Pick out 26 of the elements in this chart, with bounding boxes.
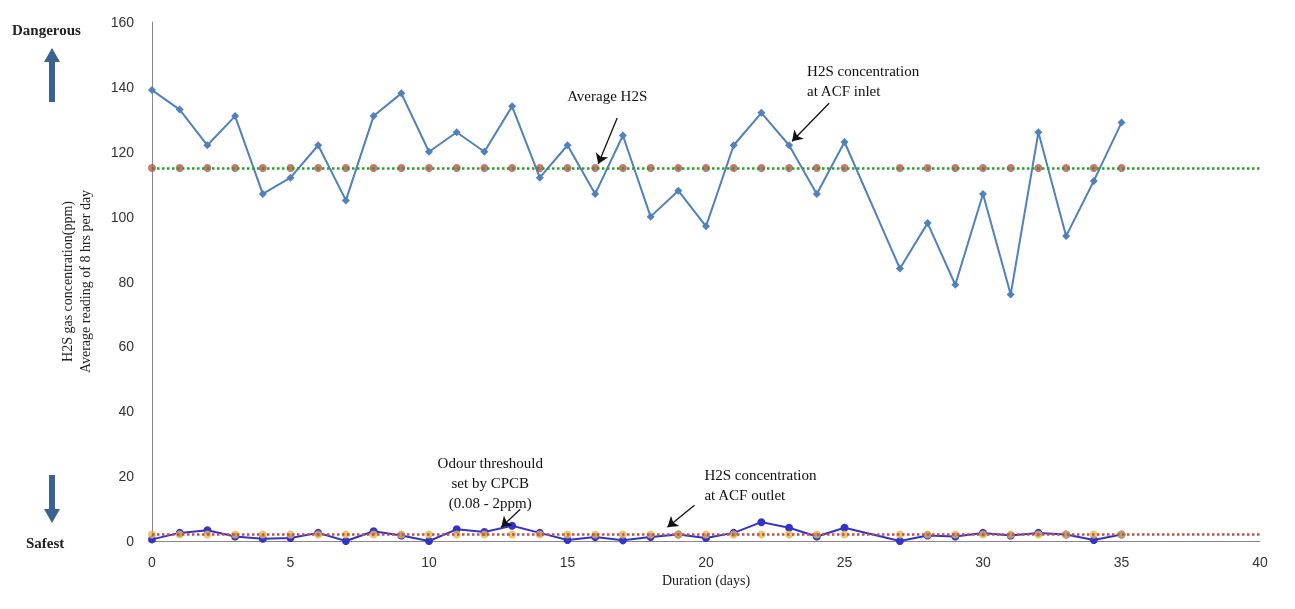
x-tick-label: 15	[559, 554, 576, 570]
x-axis-title: Duration (days)	[661, 573, 751, 590]
y-tick-label: 20	[118, 468, 135, 485]
y-tick-label: 0	[126, 533, 135, 549]
annotation: Odour threshould set by CPCB (0.08 - 2ppm)	[437, 455, 544, 513]
y-tick-label: 120	[110, 143, 135, 160]
x-tick-label: 25	[836, 554, 853, 570]
y-tick-label: 100	[110, 208, 135, 225]
y-tick-label: 80	[118, 273, 135, 290]
y-axis-title: H2S gas concentration(ppm) Average reading of 8 hrs per day	[59, 189, 93, 374]
x-tick-label: 10	[421, 554, 437, 570]
x-tick-label: 5	[286, 554, 295, 570]
text: Safest	[26, 535, 65, 552]
y-tick-label: 140	[110, 78, 135, 95]
x-tick-label: 30	[975, 554, 991, 570]
y-tick-label: 160	[110, 14, 135, 30]
x-tick-label: 40	[1252, 554, 1268, 570]
annotation: H2S concentration at ACF inlet	[807, 63, 920, 100]
x-tick-label: 0	[148, 554, 157, 570]
x-tick-label: 35	[1113, 554, 1130, 570]
annotation: H2S concentration at ACF outlet	[704, 467, 817, 504]
y-tick-label: 60	[118, 338, 135, 355]
x-tick-label: 20	[698, 554, 714, 570]
annotation: Average H2S	[567, 87, 648, 104]
y-tick-label: 40	[118, 403, 135, 420]
text: Dangerous	[12, 22, 81, 39]
